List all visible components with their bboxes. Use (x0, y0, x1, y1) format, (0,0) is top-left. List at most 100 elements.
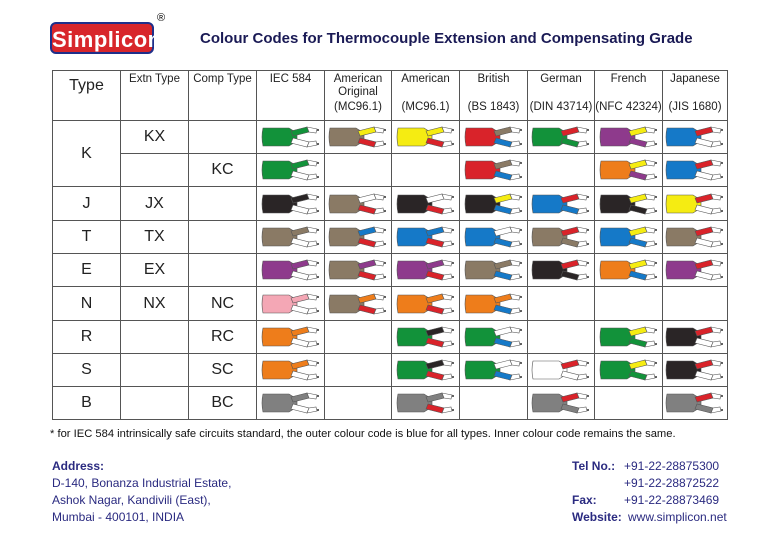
extn-cell (120, 386, 189, 420)
colour-cell (256, 353, 325, 387)
cable-icon (261, 159, 319, 181)
comp-cell (188, 186, 257, 221)
colour-cell (256, 253, 325, 287)
colour-cell (594, 186, 663, 221)
cable-icon (464, 326, 522, 348)
extn-cell (120, 153, 189, 187)
comp-cell: SC (188, 353, 257, 387)
cable-icon (261, 126, 319, 148)
table-row: T TX (52, 220, 728, 254)
contact-value: +91-22-28873469 (624, 493, 720, 507)
colour-cell (662, 353, 728, 387)
colour-cell (391, 253, 460, 287)
column-header: British (BS 1843) (459, 70, 528, 121)
colour-cell (324, 320, 392, 354)
contact-label: Website: (572, 510, 622, 524)
cable-icon (396, 293, 454, 314)
colour-cell (459, 120, 528, 154)
colour-cell (324, 386, 392, 420)
colour-cell (391, 153, 460, 187)
colour-cell (662, 153, 728, 187)
column-header: Extn Type (120, 70, 189, 121)
column-name: Japanese (670, 73, 720, 85)
column-name: German (540, 73, 582, 85)
column-header: French (NFC 42324) (594, 70, 663, 121)
colour-cell (459, 320, 528, 354)
cable-icon (665, 326, 723, 348)
colour-cell (594, 253, 663, 287)
column-header: IEC 584 (256, 70, 325, 121)
cable-icon (261, 392, 319, 414)
colour-cell (662, 186, 728, 221)
comp-cell: KC (188, 153, 257, 187)
column-name: American Original (333, 73, 383, 98)
contacts: Tel No.: +91-22-28875300 +91-22-28872522 Fa… (572, 458, 727, 526)
colour-cell (391, 320, 460, 354)
colour-cell (459, 286, 528, 321)
colour-cell (459, 353, 528, 387)
type-cell: R (52, 320, 121, 354)
cable-icon (261, 326, 319, 348)
colour-cell (324, 353, 392, 387)
table-row: N NX NC (52, 286, 728, 321)
colour-cell (459, 153, 528, 187)
colour-cell (256, 120, 325, 154)
cable-icon (396, 193, 454, 214)
contact-label: Fax: (572, 493, 597, 507)
colour-cell (324, 253, 392, 287)
table-row: K KX (52, 120, 728, 187)
registered-mark: ® (157, 12, 166, 24)
type-cell: S (52, 353, 121, 387)
cable-icon (328, 293, 386, 314)
type-cell: N (52, 286, 121, 321)
comp-cell: BC (188, 386, 257, 420)
colour-cell (527, 353, 595, 387)
colour-cell (594, 386, 663, 420)
cable-icon (599, 126, 657, 148)
cable-icon (531, 359, 589, 381)
colour-cell (324, 220, 392, 254)
cable-icon (464, 259, 522, 281)
cable-icon (396, 392, 454, 414)
colour-cell (256, 320, 325, 354)
colour-cell (324, 120, 392, 154)
colour-cell (662, 386, 728, 420)
comp-cell (188, 120, 257, 154)
cable-icon (396, 126, 454, 148)
column-name: Extn Type (129, 73, 180, 85)
contact-row: Website: www.simplicon.net (572, 509, 727, 526)
cable-icon (261, 293, 319, 314)
contact-value: www.simplicon.net (628, 510, 727, 524)
cable-icon (396, 259, 454, 281)
address-line: D-140, Bonanza Industrial Estate, (52, 476, 232, 490)
note: * for IEC 584 intrinsically safe circuit… (50, 428, 676, 440)
colour-cell (662, 286, 728, 321)
column-header: Type (52, 70, 121, 121)
column-header: Comp Type (188, 70, 257, 121)
colour-cell (459, 220, 528, 254)
cable-icon (599, 226, 657, 248)
colour-cell (662, 320, 728, 354)
colour-cell (594, 120, 663, 154)
type-cell: J (52, 186, 121, 221)
cable-icon (261, 193, 319, 214)
table-row: S SC (52, 353, 728, 387)
address: Address: D-140, Bonanza Industrial Estate… (52, 458, 231, 526)
cable-icon (328, 259, 386, 281)
cable-icon (665, 392, 723, 414)
column-standard: (DIN 43714) (529, 101, 593, 113)
column-name: French (610, 73, 647, 85)
colour-cell (324, 186, 392, 221)
colour-cell (391, 220, 460, 254)
colour-cell (594, 286, 663, 321)
column-standard: (NFC 42324) (595, 101, 662, 113)
cable-icon (396, 326, 454, 348)
logo: Simplicon (50, 22, 161, 54)
contact-row: Tel No.: +91-22-28875300 (572, 458, 727, 475)
type-cell: T (52, 220, 121, 254)
colour-cell (256, 220, 325, 254)
table-row: R RC (52, 320, 728, 354)
type-cell: K (52, 120, 121, 187)
colour-cell (391, 186, 460, 221)
colour-cell (324, 286, 392, 321)
